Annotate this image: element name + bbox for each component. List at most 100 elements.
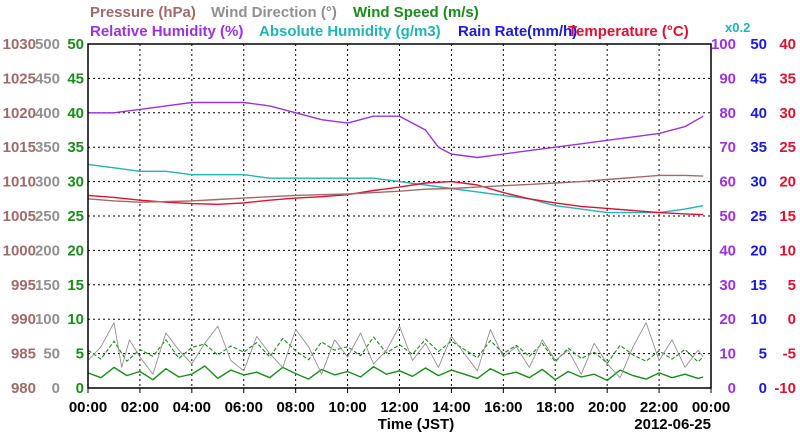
x-tick-label: 12:00 bbox=[380, 399, 418, 416]
rain-tick: 5 bbox=[759, 346, 767, 363]
pressure-tick: 995 bbox=[11, 277, 36, 294]
plot-area bbox=[87, 43, 712, 389]
rain-tick: 35 bbox=[750, 139, 767, 156]
legend-abs-humidity: Absolute Humidity (g/m3) bbox=[259, 23, 441, 40]
pressure-tick: 1020 bbox=[3, 105, 36, 122]
series-wind-direction bbox=[87, 322, 704, 379]
legend-wind-direction: Wind Direction (°) bbox=[211, 4, 337, 21]
rel-humidity-tick: 0 bbox=[728, 380, 736, 397]
x-tick-label: 00:00 bbox=[69, 399, 107, 416]
rain-tick: 50 bbox=[750, 36, 767, 53]
wind-direction-tick: 100 bbox=[35, 311, 60, 328]
pressure-tick: 1015 bbox=[3, 139, 36, 156]
x-tick-label: 20:00 bbox=[588, 399, 626, 416]
right-axes: 1009080706050403020100504540353025201510… bbox=[711, 36, 796, 397]
legend-pressure: Pressure (hPa) bbox=[90, 4, 196, 21]
wind-speed-tick: 30 bbox=[67, 174, 84, 191]
rel-humidity-tick: 10 bbox=[719, 346, 736, 363]
rel-humidity-tick: 100 bbox=[711, 36, 736, 53]
wind-speed-tick: 15 bbox=[67, 277, 84, 294]
rel-humidity-tick: 40 bbox=[719, 242, 736, 259]
pressure-tick: 1000 bbox=[3, 242, 36, 259]
temperature-tick: 5 bbox=[788, 277, 796, 294]
wind-direction-tick: 500 bbox=[35, 36, 60, 53]
wind-speed-tick: 35 bbox=[67, 139, 84, 156]
pressure-tick: 1010 bbox=[3, 174, 36, 191]
temperature-tick: -10 bbox=[774, 380, 796, 397]
rel-humidity-tick: 20 bbox=[719, 311, 736, 328]
temperature-tick: -5 bbox=[783, 346, 796, 363]
wind-speed-tick: 5 bbox=[76, 346, 84, 363]
temperature-tick: 40 bbox=[779, 36, 796, 53]
x-tick-label: 06:00 bbox=[225, 399, 263, 416]
temperature-tick: 0 bbox=[788, 311, 796, 328]
pressure-tick: 1030 bbox=[3, 36, 36, 53]
x-tick-label: 04:00 bbox=[173, 399, 211, 416]
wind-speed-tick: 25 bbox=[67, 208, 84, 225]
series-wind-speed-average bbox=[87, 365, 704, 382]
chart-date: 2012-06-25 bbox=[634, 416, 711, 433]
series-absolute-humidity bbox=[87, 163, 704, 214]
rain-tick: 10 bbox=[750, 311, 767, 328]
left-axes: 1030102510201015101010051000995990985980… bbox=[3, 36, 84, 397]
wind-direction-tick: 450 bbox=[35, 70, 60, 87]
rel-humidity-tick: 90 bbox=[719, 70, 736, 87]
rel-humidity-tick: 30 bbox=[719, 277, 736, 294]
legend-temperature: Temperature (°C) bbox=[568, 23, 689, 40]
pressure-tick: 985 bbox=[11, 346, 36, 363]
wind-direction-tick: 0 bbox=[52, 380, 60, 397]
scale-note: x0.2 bbox=[725, 20, 750, 35]
rain-tick: 20 bbox=[750, 242, 767, 259]
x-tick-label: 22:00 bbox=[640, 399, 678, 416]
wind-direction-tick: 200 bbox=[35, 242, 60, 259]
wind-speed-tick: 20 bbox=[67, 242, 84, 259]
legend-rain: Rain Rate(mm/h) bbox=[458, 23, 577, 40]
pressure-tick: 1005 bbox=[3, 208, 36, 225]
wind-speed-tick: 0 bbox=[76, 380, 84, 397]
x-tick-label: 14:00 bbox=[432, 399, 470, 416]
wind-direction-tick: 50 bbox=[43, 346, 60, 363]
temperature-tick: 15 bbox=[779, 208, 796, 225]
wind-direction-tick: 350 bbox=[35, 139, 60, 156]
wind-speed-tick: 50 bbox=[67, 36, 84, 53]
rain-tick: 30 bbox=[750, 174, 767, 191]
series-wind-speed-gust bbox=[87, 336, 704, 364]
legend: Pressure (hPa) Wind Direction (°) Wind Spe… bbox=[90, 4, 750, 40]
rain-tick: 45 bbox=[750, 70, 767, 87]
pressure-tick: 1025 bbox=[3, 70, 36, 87]
pressure-tick: 980 bbox=[11, 380, 36, 397]
x-axis-label: Time (JST) bbox=[378, 416, 454, 433]
x-tick-label: 08:00 bbox=[276, 399, 314, 416]
wind-direction-tick: 150 bbox=[35, 277, 60, 294]
wind-direction-tick: 250 bbox=[35, 208, 60, 225]
x-tick-label: 18:00 bbox=[536, 399, 574, 416]
legend-wind-speed: Wind Speed (m/s) bbox=[353, 4, 479, 21]
x-tick-label: 16:00 bbox=[484, 399, 522, 416]
temperature-tick: 35 bbox=[779, 70, 796, 87]
x-tick-label: 10:00 bbox=[328, 399, 366, 416]
wind-speed-tick: 40 bbox=[67, 105, 84, 122]
series-relative-humidity bbox=[88, 101, 704, 159]
legend-rel-humidity: Relative Humidity (%) bbox=[90, 23, 243, 40]
rel-humidity-tick: 80 bbox=[719, 105, 736, 122]
temperature-tick: 20 bbox=[779, 174, 796, 191]
rain-tick: 40 bbox=[750, 105, 767, 122]
rel-humidity-tick: 60 bbox=[719, 174, 736, 191]
temperature-tick: 10 bbox=[779, 242, 796, 259]
pressure-tick: 990 bbox=[11, 311, 36, 328]
series-pressure bbox=[87, 174, 704, 203]
x-axis: 00:00 02:00 04:00 06:00 08:00 10:00 12:00 14:00… bbox=[69, 388, 730, 433]
rain-tick: 0 bbox=[759, 380, 767, 397]
wind-direction-tick: 400 bbox=[35, 105, 60, 122]
wind-speed-tick: 10 bbox=[67, 311, 84, 328]
rain-tick: 25 bbox=[750, 208, 767, 225]
temperature-tick: 30 bbox=[779, 105, 796, 122]
temperature-tick: 25 bbox=[779, 139, 796, 156]
wind-direction-tick: 300 bbox=[35, 174, 60, 191]
wind-speed-tick: 45 bbox=[67, 70, 84, 87]
rel-humidity-tick: 70 bbox=[719, 139, 736, 156]
x-tick-label: 02:00 bbox=[121, 399, 159, 416]
rain-tick: 15 bbox=[750, 277, 767, 294]
series-temperature bbox=[87, 180, 704, 216]
